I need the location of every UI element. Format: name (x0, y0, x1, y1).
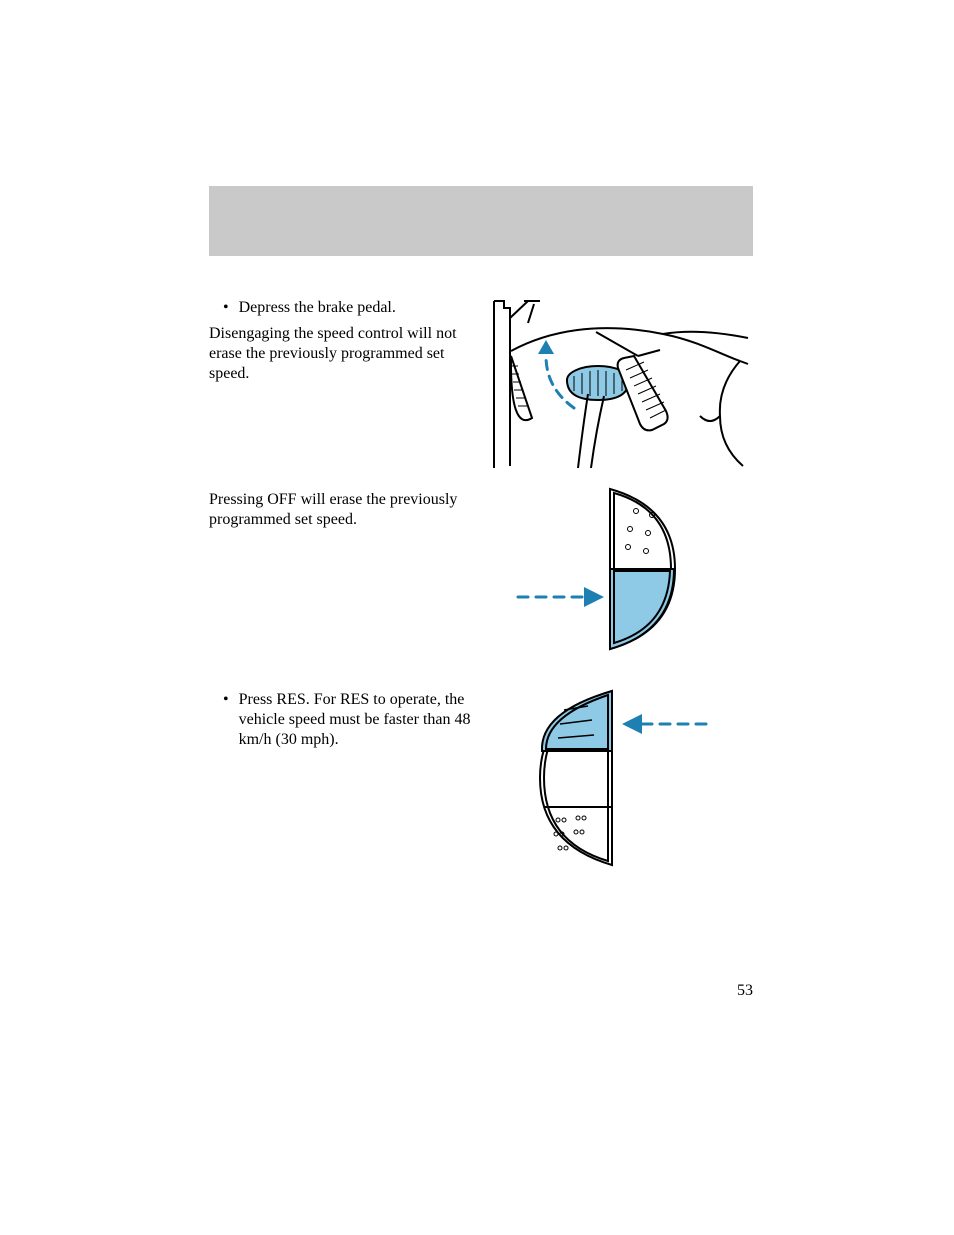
off-button-svg (500, 483, 756, 657)
section-3-text: • Press RES. For RES to operate, the veh… (209, 690, 479, 754)
res-button-svg (530, 684, 758, 872)
page-number: 53 (737, 982, 753, 1000)
bullet-dot-icon: • (223, 298, 229, 318)
header-band (209, 186, 753, 256)
bullet-dot-icon: • (223, 690, 229, 750)
figure-off-button (500, 483, 756, 657)
bullet-text: Depress the brake pedal. (239, 298, 469, 318)
figure-brake-pedal (488, 296, 752, 468)
paragraph: Pressing OFF will erase the previously p… (209, 490, 469, 530)
paragraph: Disengaging the speed control will not e… (209, 324, 469, 384)
brake-pedal-svg (488, 296, 752, 468)
figure-res-button (530, 684, 758, 872)
bullet-item: • Depress the brake pedal. (209, 298, 469, 318)
section-2-text: Pressing OFF will erase the previously p… (209, 490, 469, 530)
bullet-item: • Press RES. For RES to operate, the veh… (209, 690, 479, 750)
bullet-text: Press RES. For RES to operate, the vehic… (239, 690, 479, 750)
section-1-text: • Depress the brake pedal. Disengaging t… (209, 298, 469, 384)
page: • Depress the brake pedal. Disengaging t… (0, 0, 954, 1235)
